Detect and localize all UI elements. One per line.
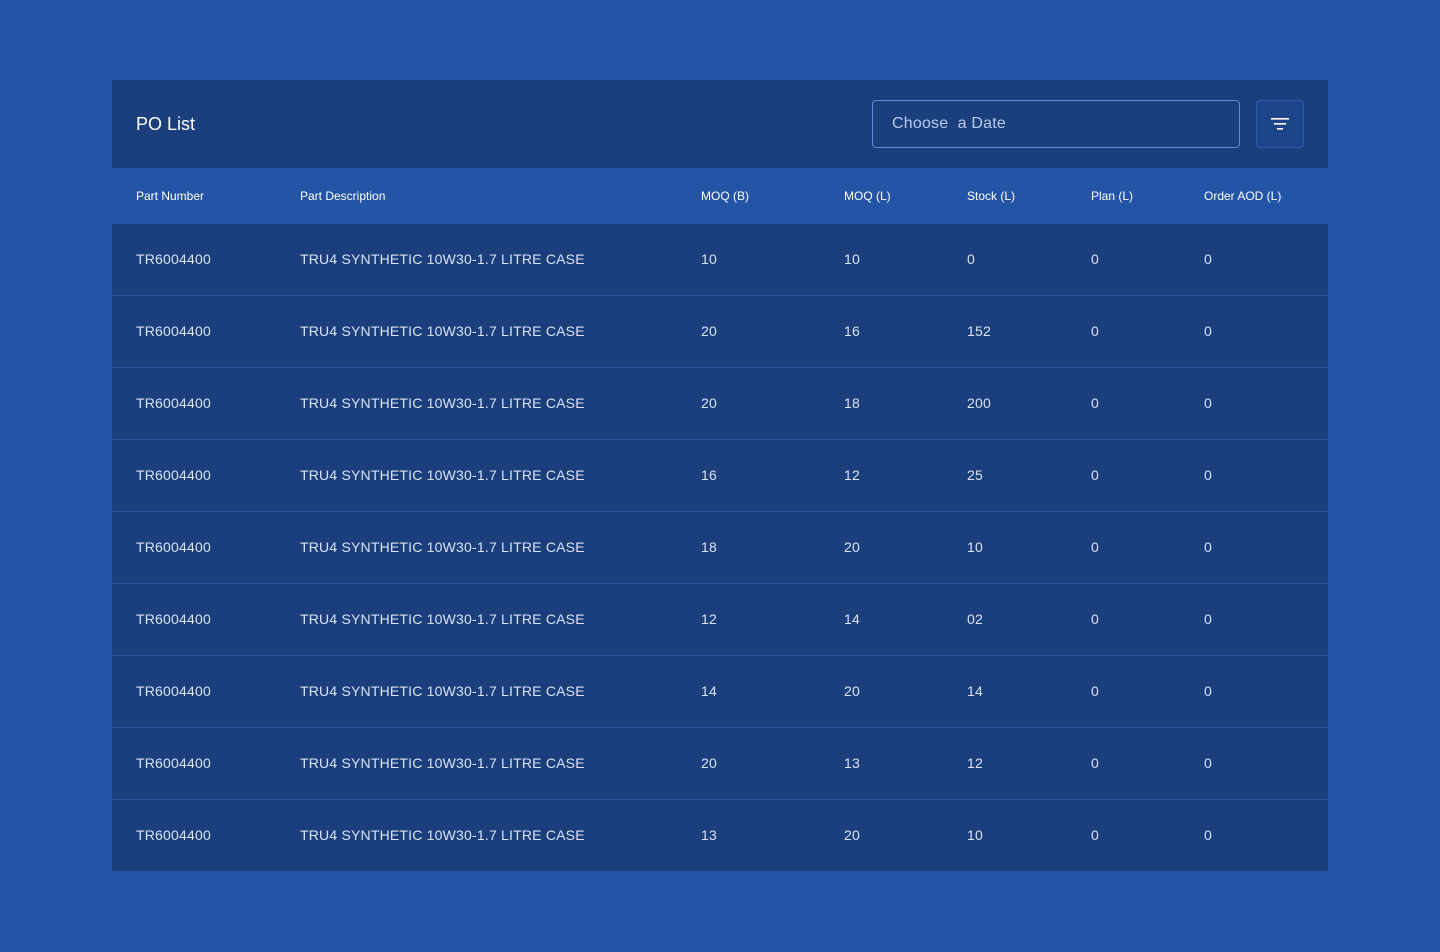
column-header-moq-b[interactable]: MOQ (B) bbox=[701, 189, 749, 203]
cell-order-aod-l: 0 bbox=[1204, 467, 1212, 483]
cell-part-description: TRU4 SYNTHETIC 10W30-1.7 LITRE CASE bbox=[300, 827, 585, 843]
cell-order-aod-l: 0 bbox=[1204, 611, 1212, 627]
column-header-order-aod-l[interactable]: Order AOD (L) bbox=[1204, 189, 1282, 203]
cell-moq-l: 16 bbox=[844, 323, 860, 339]
cell-part-description: TRU4 SYNTHETIC 10W30-1.7 LITRE CASE bbox=[300, 395, 585, 411]
cell-moq-b: 20 bbox=[701, 395, 717, 411]
cell-part-description: TRU4 SYNTHETIC 10W30-1.7 LITRE CASE bbox=[300, 539, 585, 555]
cell-moq-l: 18 bbox=[844, 395, 860, 411]
card-header: PO List bbox=[112, 80, 1328, 168]
table-row[interactable]: TR6004400 TRU4 SYNTHETIC 10W30-1.7 LITRE… bbox=[112, 656, 1328, 728]
cell-moq-l: 20 bbox=[844, 683, 860, 699]
filter-button[interactable] bbox=[1256, 100, 1304, 148]
cell-plan-l: 0 bbox=[1091, 755, 1099, 771]
cell-stock-l: 200 bbox=[967, 395, 991, 411]
cell-stock-l: 152 bbox=[967, 323, 991, 339]
cell-moq-l: 20 bbox=[844, 539, 860, 555]
table-row[interactable]: TR6004400 TRU4 SYNTHETIC 10W30-1.7 LITRE… bbox=[112, 512, 1328, 584]
cell-part-number: TR6004400 bbox=[136, 467, 211, 483]
cell-part-number: TR6004400 bbox=[136, 683, 211, 699]
column-header-stock-l[interactable]: Stock (L) bbox=[967, 189, 1016, 203]
cell-part-number: TR6004400 bbox=[136, 539, 211, 555]
cell-moq-b: 18 bbox=[701, 539, 717, 555]
cell-plan-l: 0 bbox=[1091, 827, 1099, 843]
table-row[interactable]: TR6004400 TRU4 SYNTHETIC 10W30-1.7 LITRE… bbox=[112, 224, 1328, 296]
cell-order-aod-l: 0 bbox=[1204, 827, 1212, 843]
cell-stock-l: 10 bbox=[967, 827, 983, 843]
cell-plan-l: 0 bbox=[1091, 323, 1099, 339]
table-row[interactable]: TR6004400 TRU4 SYNTHETIC 10W30-1.7 LITRE… bbox=[112, 296, 1328, 368]
table-row[interactable]: TR6004400 TRU4 SYNTHETIC 10W30-1.7 LITRE… bbox=[112, 584, 1328, 656]
cell-moq-l: 10 bbox=[844, 251, 860, 267]
cell-part-description: TRU4 SYNTHETIC 10W30-1.7 LITRE CASE bbox=[300, 683, 585, 699]
table-row[interactable]: TR6004400 TRU4 SYNTHETIC 10W30-1.7 LITRE… bbox=[112, 728, 1328, 800]
cell-plan-l: 0 bbox=[1091, 395, 1099, 411]
cell-moq-l: 20 bbox=[844, 827, 860, 843]
cell-order-aod-l: 0 bbox=[1204, 251, 1212, 267]
cell-moq-l: 12 bbox=[844, 467, 860, 483]
cell-order-aod-l: 0 bbox=[1204, 683, 1212, 699]
date-picker-input[interactable] bbox=[872, 100, 1240, 148]
cell-moq-l: 14 bbox=[844, 611, 860, 627]
cell-moq-l: 13 bbox=[844, 755, 860, 771]
cell-plan-l: 0 bbox=[1091, 683, 1099, 699]
cell-part-description: TRU4 SYNTHETIC 10W30-1.7 LITRE CASE bbox=[300, 323, 585, 339]
cell-stock-l: 0 bbox=[967, 251, 975, 267]
cell-part-description: TRU4 SYNTHETIC 10W30-1.7 LITRE CASE bbox=[300, 611, 585, 627]
cell-order-aod-l: 0 bbox=[1204, 395, 1212, 411]
cell-stock-l: 25 bbox=[967, 467, 983, 483]
cell-moq-b: 12 bbox=[701, 611, 717, 627]
cell-part-number: TR6004400 bbox=[136, 611, 211, 627]
po-list-card: PO List Part Number Part Description MOQ… bbox=[112, 80, 1328, 871]
cell-stock-l: 10 bbox=[967, 539, 983, 555]
table-body: TR6004400 TRU4 SYNTHETIC 10W30-1.7 LITRE… bbox=[112, 224, 1328, 871]
table-row[interactable]: TR6004400 TRU4 SYNTHETIC 10W30-1.7 LITRE… bbox=[112, 800, 1328, 871]
column-header-moq-l[interactable]: MOQ (L) bbox=[844, 189, 891, 203]
cell-moq-b: 16 bbox=[701, 467, 717, 483]
cell-stock-l: 12 bbox=[967, 755, 983, 771]
cell-moq-b: 10 bbox=[701, 251, 717, 267]
cell-stock-l: 14 bbox=[967, 683, 983, 699]
cell-part-number: TR6004400 bbox=[136, 251, 211, 267]
cell-moq-b: 13 bbox=[701, 827, 717, 843]
table-header-row: Part Number Part Description MOQ (B) MOQ… bbox=[112, 168, 1328, 224]
cell-moq-b: 20 bbox=[701, 755, 717, 771]
column-header-plan-l[interactable]: Plan (L) bbox=[1091, 189, 1134, 203]
table-row[interactable]: TR6004400 TRU4 SYNTHETIC 10W30-1.7 LITRE… bbox=[112, 440, 1328, 512]
cell-part-description: TRU4 SYNTHETIC 10W30-1.7 LITRE CASE bbox=[300, 251, 585, 267]
column-header-part-description[interactable]: Part Description bbox=[300, 189, 386, 203]
column-header-part-number[interactable]: Part Number bbox=[136, 189, 205, 203]
cell-stock-l: 02 bbox=[967, 611, 983, 627]
cell-part-number: TR6004400 bbox=[136, 755, 211, 771]
table-row[interactable]: TR6004400 TRU4 SYNTHETIC 10W30-1.7 LITRE… bbox=[112, 368, 1328, 440]
cell-plan-l: 0 bbox=[1091, 467, 1099, 483]
page-title: PO List bbox=[136, 114, 196, 134]
cell-part-number: TR6004400 bbox=[136, 323, 211, 339]
cell-order-aod-l: 0 bbox=[1204, 539, 1212, 555]
cell-moq-b: 14 bbox=[701, 683, 717, 699]
cell-part-number: TR6004400 bbox=[136, 395, 211, 411]
cell-part-description: TRU4 SYNTHETIC 10W30-1.7 LITRE CASE bbox=[300, 467, 585, 483]
cell-plan-l: 0 bbox=[1091, 539, 1099, 555]
filter-lines-icon bbox=[1271, 118, 1289, 130]
cell-part-number: TR6004400 bbox=[136, 827, 211, 843]
cell-moq-b: 20 bbox=[701, 323, 717, 339]
cell-plan-l: 0 bbox=[1091, 251, 1099, 267]
cell-order-aod-l: 0 bbox=[1204, 323, 1212, 339]
cell-plan-l: 0 bbox=[1091, 611, 1099, 627]
cell-part-description: TRU4 SYNTHETIC 10W30-1.7 LITRE CASE bbox=[300, 755, 585, 771]
cell-order-aod-l: 0 bbox=[1204, 755, 1212, 771]
